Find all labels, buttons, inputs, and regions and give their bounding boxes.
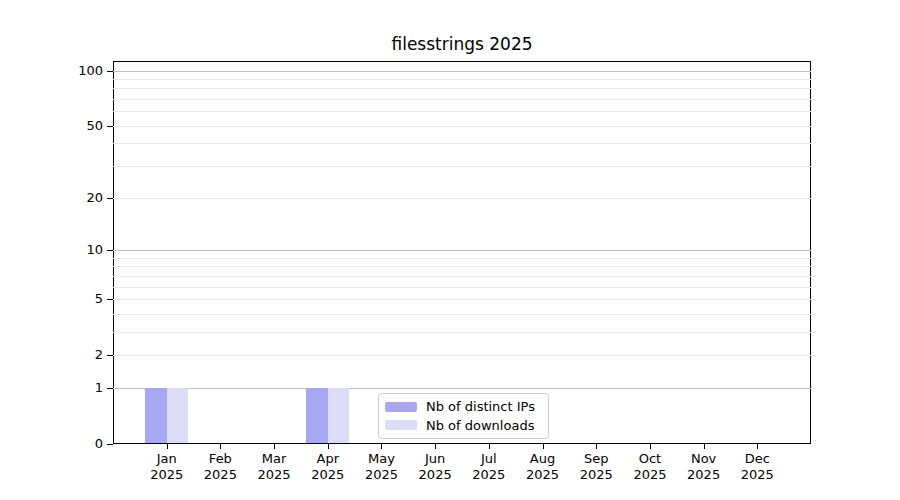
gridline-minor-9 <box>113 258 811 259</box>
gridline-minor-7 <box>113 276 811 277</box>
bar-distinct-ips-apr <box>306 388 328 443</box>
xtick-mark-oct <box>650 444 651 449</box>
gridline-major-1 <box>113 388 811 389</box>
ytick-label-20: 20 <box>59 190 103 205</box>
legend-label-downloads: Nb of downloads <box>426 418 534 433</box>
gridline-minor-2 <box>113 355 811 356</box>
bar-downloads-apr <box>328 388 350 443</box>
legend: Nb of distinct IPs Nb of downloads <box>378 393 549 439</box>
legend-entry-distinct-ips: Nb of distinct IPs <box>385 399 542 414</box>
bar-downloads-jan <box>167 388 189 443</box>
ytick-mark-1 <box>107 388 113 389</box>
xtick-mark-sep <box>596 444 597 449</box>
gridline-minor-3 <box>113 332 811 333</box>
gridline-minor-8 <box>113 266 811 267</box>
xtick-mark-jul <box>489 444 490 449</box>
xtick-mark-may <box>381 444 382 449</box>
xtick-mark-mar <box>274 444 275 449</box>
ytick-mark-50 <box>107 126 113 127</box>
legend-entry-downloads: Nb of downloads <box>385 418 542 433</box>
gridline-minor-50 <box>113 126 811 127</box>
xtick-label-dec: Dec 2025 <box>725 451 789 483</box>
ytick-label-5: 5 <box>59 291 103 306</box>
xtick-mark-jan <box>167 444 168 449</box>
ytick-label-1: 1 <box>59 380 103 395</box>
ytick-label-0: 0 <box>59 436 103 451</box>
legend-swatch-distinct-ips <box>385 402 417 412</box>
gridline-minor-90 <box>113 79 811 80</box>
xtick-mark-aug <box>543 444 544 449</box>
ytick-label-50: 50 <box>59 118 103 133</box>
gridline-minor-20 <box>113 198 811 199</box>
ytick-mark-0 <box>107 444 113 445</box>
gridline-minor-6 <box>113 287 811 288</box>
ytick-mark-10 <box>107 250 113 251</box>
gridline-minor-80 <box>113 88 811 89</box>
xtick-mark-nov <box>704 444 705 449</box>
xtick-mark-feb <box>220 444 221 449</box>
ytick-label-10: 10 <box>59 242 103 257</box>
gridline-minor-4 <box>113 314 811 315</box>
gridline-major-10 <box>113 250 811 251</box>
bar-distinct-ips-jan <box>145 388 167 443</box>
legend-label-distinct-ips: Nb of distinct IPs <box>426 399 535 414</box>
xtick-mark-apr <box>328 444 329 449</box>
gridline-minor-40 <box>113 143 811 144</box>
xtick-mark-jun <box>435 444 436 449</box>
figure: filesstrings 2025 1005020105210Jan 2025F… <box>0 0 900 500</box>
ytick-mark-20 <box>107 198 113 199</box>
ytick-label-2: 2 <box>59 347 103 362</box>
gridline-minor-5 <box>113 299 811 300</box>
ytick-mark-100 <box>107 71 113 72</box>
gridline-minor-60 <box>113 111 811 112</box>
ytick-label-100: 100 <box>59 63 103 78</box>
legend-swatch-downloads <box>385 420 417 430</box>
gridline-minor-70 <box>113 99 811 100</box>
gridline-major-100 <box>113 71 811 72</box>
ytick-mark-2 <box>107 355 113 356</box>
xtick-mark-dec <box>757 444 758 449</box>
gridline-minor-30 <box>113 166 811 167</box>
ytick-mark-5 <box>107 299 113 300</box>
